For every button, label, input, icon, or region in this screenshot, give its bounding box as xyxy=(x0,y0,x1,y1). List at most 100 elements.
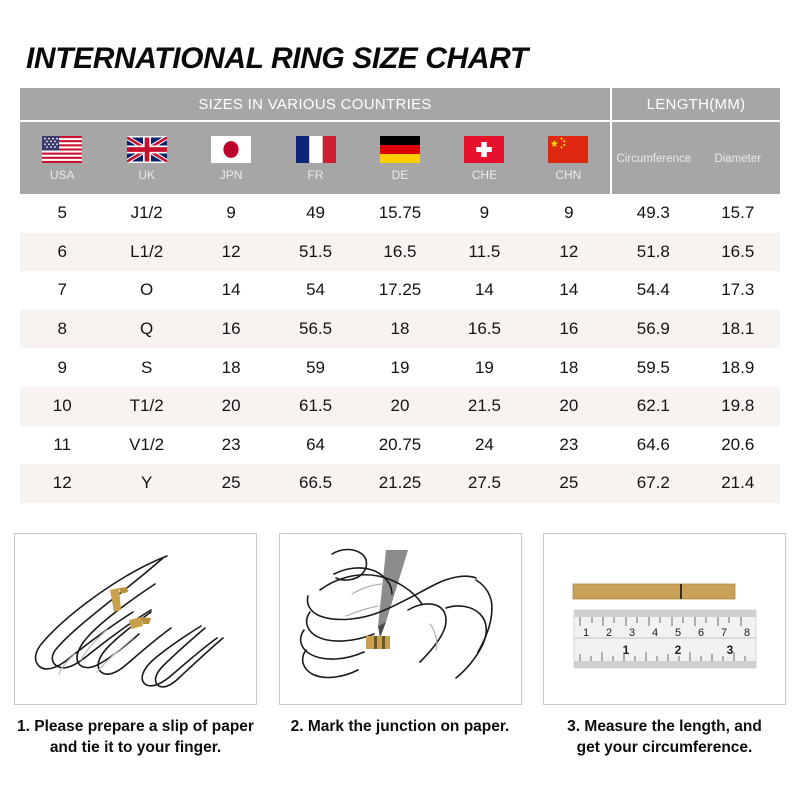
flag-usa-icon xyxy=(42,135,83,163)
cell-de: 15.75 xyxy=(357,194,443,233)
cell-chn: 20 xyxy=(526,386,612,426)
cell-diameter: 19.8 xyxy=(695,386,780,426)
page-title: INTERNATIONAL RING SIZE CHART xyxy=(26,42,528,75)
table-row: 5 J1/2 9 49 15.75 9 9 49.3 15.7 xyxy=(20,194,780,233)
cell-che: 27.5 xyxy=(442,464,527,503)
svg-text:7: 7 xyxy=(721,627,727,639)
svg-text:2: 2 xyxy=(675,643,682,657)
cell-che: 14 xyxy=(442,271,527,310)
table-row: 12 Y 25 66.5 21.25 27.5 25 67.2 21.4 xyxy=(20,464,780,503)
cell-uk: Y xyxy=(104,464,189,503)
svg-text:8: 8 xyxy=(744,627,750,639)
cell-usa: 10 xyxy=(20,386,105,426)
column-header-jpn-label: JPN xyxy=(219,167,243,182)
cell-fr: 64 xyxy=(273,425,358,465)
table-row: 7 O 14 54 17.25 14 14 54.4 17.3 xyxy=(20,271,780,310)
cell-de: 20.75 xyxy=(357,425,443,465)
cell-circumference: 49.3 xyxy=(611,194,696,233)
cell-fr: 59 xyxy=(273,348,358,387)
column-header-diameter-label: Diameter xyxy=(714,152,762,165)
cell-jpn: 9 xyxy=(188,194,274,233)
cell-diameter: 18.1 xyxy=(695,309,780,349)
paper-strip-1 xyxy=(110,587,128,612)
cell-jpn: 14 xyxy=(188,271,274,310)
cell-de: 21.25 xyxy=(357,464,443,503)
cell-de: 19 xyxy=(357,348,443,387)
column-header-che-label: CHE xyxy=(471,167,498,182)
hand-marking-paper-with-pen-illustration xyxy=(279,534,521,704)
table-row: 9 S 18 59 19 19 18 59.5 18.9 xyxy=(20,348,780,387)
column-header-usa-label: USA xyxy=(49,167,75,182)
cell-chn: 14 xyxy=(526,271,612,310)
cell-jpn: 25 xyxy=(188,464,274,503)
column-header-fr: FR xyxy=(273,120,358,194)
cell-chn: 25 xyxy=(526,464,612,503)
column-header-uk-label: UK xyxy=(138,167,155,182)
measured-paper-strip xyxy=(572,583,736,600)
cell-chn: 9 xyxy=(526,194,612,233)
flag-switzerland-icon xyxy=(464,135,505,163)
column-header-circumference-label: Circumference xyxy=(616,152,692,165)
flag-germany-icon xyxy=(379,135,420,163)
cell-chn: 12 xyxy=(526,232,612,272)
table-column-header-row: USA xyxy=(20,120,780,194)
cell-usa: 7 xyxy=(20,271,105,310)
cell-jpn: 12 xyxy=(188,232,274,272)
svg-text:2: 2 xyxy=(606,627,612,639)
ring-size-table: SIZES IN VARIOUS COUNTRIES LENGTH(MM) xyxy=(20,88,780,503)
cell-usa: 5 xyxy=(20,194,105,233)
svg-text:6: 6 xyxy=(698,627,704,639)
cell-de: 17.25 xyxy=(357,271,443,310)
flag-germany-svg xyxy=(379,135,420,163)
cell-jpn: 20 xyxy=(188,386,274,426)
column-header-de: DE xyxy=(357,120,443,194)
column-header-che: CHE xyxy=(442,120,527,194)
cell-che: 24 xyxy=(442,425,527,465)
cell-circumference: 54.4 xyxy=(611,271,696,310)
paper-strip-mark xyxy=(365,636,390,649)
ruler-cm-numbers: 1 2 3 4 5 6 7 8 xyxy=(583,627,750,639)
table-body: 5 J1/2 9 49 15.75 9 9 49.3 15.7 6 L1/2 12 51.5 16.5 11… xyxy=(20,194,780,503)
cell-diameter: 21.4 xyxy=(695,464,780,503)
cell-uk: T1/2 xyxy=(104,386,189,426)
cell-fr: 49 xyxy=(273,194,358,233)
step-1-caption: 1. Please prepare a slip of paper and tie… xyxy=(17,718,254,756)
cell-che: 21.5 xyxy=(442,386,527,426)
size-chart-table-container: SIZES IN VARIOUS COUNTRIES LENGTH(MM) xyxy=(20,88,780,503)
cell-che: 11.5 xyxy=(442,232,527,272)
group-header-length: LENGTH(MM) xyxy=(611,88,780,121)
column-header-uk: UK xyxy=(104,120,189,194)
hand-with-paper-strip-illustration xyxy=(15,534,256,704)
cell-che: 16.5 xyxy=(442,309,527,349)
step-3-caption: 3. Measure the length, and get your circu… xyxy=(567,718,762,756)
cell-de: 18 xyxy=(357,309,443,349)
cell-chn: 18 xyxy=(526,348,612,387)
cell-diameter: 16.5 xyxy=(695,232,780,272)
flag-france-icon xyxy=(295,135,336,163)
step-2-caption: 2. Mark the junction on paper. xyxy=(290,718,510,735)
column-header-circumference: Circumference xyxy=(610,120,696,194)
ruler-inch-numbers: 1 2 3 xyxy=(623,643,734,657)
cell-diameter: 17.3 xyxy=(695,271,780,310)
flag-japan-icon xyxy=(211,135,252,163)
cell-usa: 9 xyxy=(20,348,105,387)
cell-fr: 61.5 xyxy=(273,386,358,426)
cell-fr: 54 xyxy=(273,271,358,310)
cell-fr: 51.5 xyxy=(273,232,358,272)
flag-uk-icon xyxy=(126,135,167,163)
cell-de: 20 xyxy=(357,386,443,426)
cell-che: 19 xyxy=(442,348,527,387)
cell-fr: 66.5 xyxy=(273,464,358,503)
cell-circumference: 62.1 xyxy=(611,386,696,426)
ruler-inch-ticks xyxy=(579,652,746,661)
cell-chn: 16 xyxy=(526,309,612,349)
flag-china-icon xyxy=(548,135,589,163)
cell-diameter: 18.9 xyxy=(695,348,780,387)
cell-diameter: 20.6 xyxy=(695,425,780,465)
cell-usa: 6 xyxy=(20,232,105,272)
cell-circumference: 67.2 xyxy=(611,464,696,503)
